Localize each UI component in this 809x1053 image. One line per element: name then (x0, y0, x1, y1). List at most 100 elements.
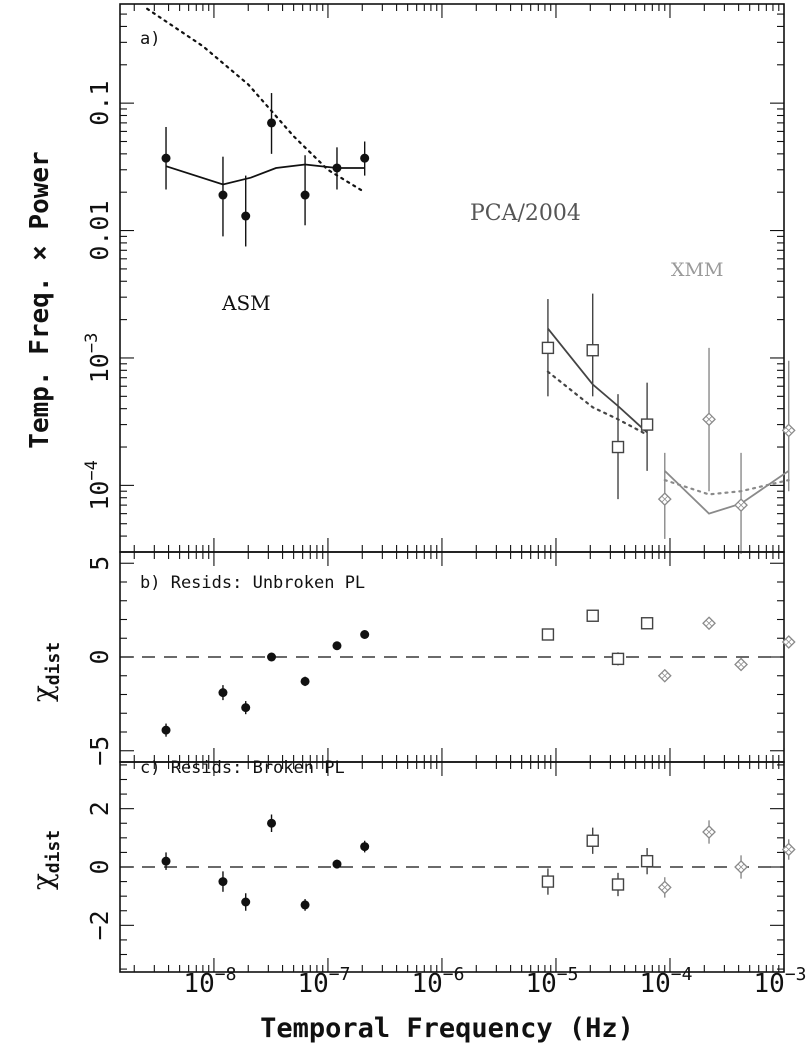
data-point (332, 641, 342, 651)
y-axis-label-c: χdist (26, 830, 64, 890)
data-point-hatch (661, 495, 669, 503)
data-point-hatch (785, 638, 793, 646)
y-tick-label: 0 (85, 649, 114, 664)
data-point (541, 341, 555, 355)
model-line-dotted-5 (663, 479, 790, 496)
data-point (360, 630, 370, 639)
y-axis-label-b: χdist (26, 642, 64, 702)
y-axis-label-c-main: χ (26, 873, 59, 890)
data-point (586, 609, 599, 622)
data-point (267, 652, 277, 662)
y-axis-label-c-sub: dist (43, 830, 64, 873)
data-point (300, 676, 310, 686)
data-point (218, 190, 228, 200)
data-point (611, 440, 625, 454)
y-axis-label-b-sub: dist (43, 642, 64, 685)
data-point (360, 153, 370, 163)
y-tick-label: 10−3 (82, 333, 114, 384)
y-tick-label-base: 10 (85, 481, 114, 511)
panel-a-label: a) (140, 29, 160, 49)
x-tick-label-base: 10 (639, 969, 670, 999)
panel-b-label: b) Resids: Unbroken PL (140, 573, 365, 593)
data-point (218, 877, 228, 887)
data-point (300, 900, 310, 910)
data-point (218, 688, 228, 698)
series-pca-2004 (541, 827, 654, 897)
data-point (161, 856, 171, 866)
x-tick-label-exp: −5 (557, 964, 579, 985)
y-tick-label: 0.01 (85, 200, 114, 260)
x-tick-label-base: 10 (183, 969, 214, 999)
y-axis-label-b-main: χ (26, 685, 59, 702)
x-tick-label: 10−4 (639, 964, 692, 999)
data-point (611, 652, 625, 666)
x-tick-label: 10−8 (183, 964, 236, 999)
data-point (332, 163, 342, 173)
y-tick-label-exp: −4 (82, 460, 102, 480)
data-point (161, 153, 171, 163)
data-point (640, 418, 654, 431)
data-point (360, 842, 370, 852)
series-pca-2004 (541, 293, 654, 500)
x-tick-label-exp: −7 (329, 964, 351, 985)
svg-text:χdist: χdist (26, 830, 64, 890)
data-point (241, 211, 251, 221)
x-tick-label: 10−6 (411, 964, 464, 999)
data-point (541, 628, 555, 641)
annotation-pca-2004: PCA/2004 (470, 201, 581, 226)
x-tick-label-exp: −8 (215, 964, 237, 985)
y-tick-label: 0.1 (85, 81, 114, 126)
series-xmm (657, 820, 796, 898)
series-asm (161, 630, 370, 737)
x-tick-label: 10−5 (525, 964, 578, 999)
data-point-hatch (737, 863, 745, 871)
series-pca-2004 (541, 609, 654, 666)
data-point (640, 854, 654, 868)
svg-text:χdist: χdist (26, 642, 64, 702)
series-asm (161, 93, 370, 247)
series-asm (161, 814, 370, 911)
data-point-hatch (785, 846, 793, 853)
data-point (267, 818, 277, 828)
panel-c-plot: 2 0 −2 (85, 761, 796, 973)
data-point (267, 118, 277, 128)
annotation-asm: ASM (221, 291, 271, 315)
x-tick-label-base: 10 (754, 969, 785, 999)
y-tick-label-exp: −3 (82, 333, 102, 353)
x-tick-label-base: 10 (525, 969, 556, 999)
x-tick-label-exp: −6 (443, 964, 465, 985)
data-point-hatch (705, 416, 713, 423)
data-point-hatch (705, 828, 713, 836)
data-point (161, 725, 171, 735)
panel-c-label: c) Resids: Broken PL (140, 758, 345, 778)
y-tick-label: −2 (85, 910, 114, 940)
data-point (332, 859, 342, 869)
y-tick-label: −5 (85, 736, 114, 766)
data-point-hatch (785, 427, 793, 434)
y-axis-label-a: Temp. Freq. × Power (25, 151, 55, 448)
y-tick-label: 5 (85, 556, 114, 571)
y-tick-label: 2 (85, 801, 114, 816)
x-tick-label-base: 10 (411, 969, 442, 999)
model-line-solid-2 (547, 328, 648, 434)
x-tick-label: 10−3 (754, 964, 807, 999)
annotation-xmm: XMM (671, 259, 723, 281)
data-point-hatch (737, 501, 745, 509)
x-tick-label-exp: −3 (785, 964, 807, 985)
data-point (300, 190, 310, 200)
x-tick-label-base: 10 (297, 969, 328, 999)
data-point-hatch (705, 619, 713, 627)
x-tick-label-exp: −4 (671, 964, 693, 985)
series-xmm (657, 347, 796, 554)
data-point-hatch (661, 672, 669, 680)
model-line-solid-4 (664, 470, 790, 515)
data-point (611, 878, 625, 891)
y-tick-label: 10−4 (82, 460, 114, 511)
data-point (586, 834, 599, 847)
model-line-dotted-3 (546, 370, 649, 436)
data-point (640, 617, 654, 630)
data-point-hatch (661, 884, 669, 891)
panel-b-plot: 5 0 −5 (85, 551, 796, 766)
